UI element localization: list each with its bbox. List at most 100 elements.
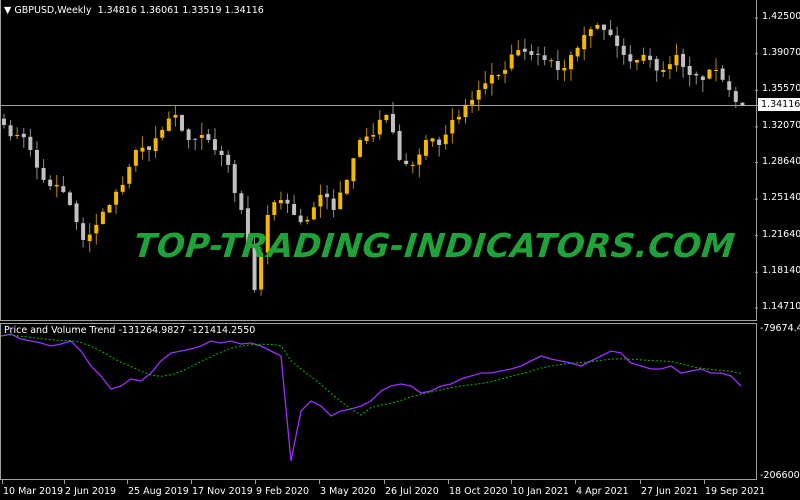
candle-down	[212, 139, 217, 151]
candle-up	[278, 199, 283, 204]
price-tick-label: 1.25140	[762, 192, 800, 204]
candle-up	[15, 134, 20, 137]
date-tick	[640, 480, 641, 484]
candle-up	[87, 234, 92, 242]
candle-down	[2, 118, 6, 125]
candle-up	[107, 205, 112, 213]
candle-down	[727, 81, 732, 91]
candle-up	[661, 69, 666, 72]
candle-up	[311, 207, 316, 220]
candle-down	[193, 138, 198, 140]
candle-down	[239, 193, 244, 210]
candle-up	[575, 47, 580, 57]
candle-up	[423, 139, 428, 156]
candle-up	[54, 184, 59, 187]
signal-line	[1, 334, 742, 416]
date-tick-label: 2 Jun 2019	[65, 486, 117, 497]
candle-up	[160, 129, 165, 138]
candle-down	[700, 76, 705, 80]
date-tick-label: 18 Oct 2020	[449, 486, 508, 497]
candle-down	[628, 54, 633, 62]
candle-down	[74, 203, 79, 223]
date-tick	[384, 480, 385, 484]
candle-up	[100, 211, 105, 225]
candle-up	[489, 74, 494, 84]
collapse-triangle-icon[interactable]: ▼	[4, 5, 12, 16]
candle-down	[180, 114, 185, 131]
candle-down	[81, 223, 86, 240]
price-tick-label: 1.42500	[762, 11, 800, 22]
candle-down	[397, 130, 402, 160]
candle-down	[48, 179, 53, 187]
watermark-logo: TOP-TRADING-INDICATORS.COM	[131, 226, 738, 265]
symbol-label: GBPUSD,Weekly	[14, 5, 92, 16]
date-tick	[448, 480, 449, 484]
candle-up	[318, 194, 323, 207]
pvt-line	[1, 333, 742, 462]
candle-up	[305, 219, 310, 222]
date-tick-label: 25 Aug 2019	[128, 486, 189, 497]
price-tick-label: 1.14710	[762, 301, 800, 312]
candle-down	[542, 55, 547, 60]
candle-up	[503, 69, 508, 74]
date-tick-label: 9 Feb 2020	[256, 486, 310, 497]
candle-down	[390, 113, 395, 133]
candle-up	[582, 35, 587, 50]
candle-down	[232, 164, 237, 194]
candle-down	[147, 146, 152, 151]
candle-down	[536, 53, 541, 55]
candle-up	[707, 69, 712, 79]
candle-up	[456, 116, 461, 120]
price-tick-label: 1.18140	[762, 265, 800, 277]
candle-down	[331, 198, 336, 210]
candle-up	[463, 104, 468, 118]
indicator-tick-label: -206600.18	[760, 470, 800, 481]
indicator-name: Price and Volume Trend	[4, 325, 116, 336]
candle-up	[641, 54, 646, 61]
date-tick-label: 3 May 2020	[320, 486, 376, 497]
price-chart-pane[interactable]	[0, 0, 758, 321]
candle-down	[621, 45, 626, 55]
candle-up	[358, 139, 363, 157]
price-chart	[1, 17, 758, 309]
candle-up	[377, 119, 382, 135]
candle-down	[555, 61, 560, 70]
candle-up	[417, 154, 422, 165]
candle-down	[687, 66, 692, 75]
indicator-pane[interactable]	[0, 323, 757, 480]
candle-up	[133, 150, 138, 166]
indicator-title: Price and Volume Trend -131264.9827 -121…	[4, 325, 255, 336]
candle-down	[61, 186, 66, 193]
candle-down	[404, 160, 409, 165]
candle-down	[292, 204, 297, 215]
candle-down	[206, 134, 211, 140]
candle-up	[714, 69, 719, 71]
price-tick-label: 1.21640	[762, 228, 800, 240]
candle-up	[173, 114, 178, 118]
candle-down	[608, 29, 613, 36]
candle-up	[674, 54, 679, 66]
candle-down	[529, 51, 534, 55]
candle-up	[338, 192, 343, 210]
candle-up	[384, 114, 389, 121]
indicator-tick-label: -79674.466	[760, 323, 800, 334]
candle-down	[67, 192, 72, 206]
candle-down	[720, 68, 725, 80]
candle-up	[443, 134, 448, 145]
price-tick-label: 1.32070	[762, 119, 800, 131]
candle-down	[219, 150, 224, 155]
chart-title: ▼ GBPUSD,Weekly 1.34816 1.36061 1.33519 …	[4, 5, 264, 16]
candle-up	[371, 134, 376, 137]
candle-down	[21, 133, 26, 138]
candle-down	[681, 53, 686, 67]
candle-down	[654, 58, 659, 71]
candle-down	[245, 208, 250, 248]
candle-up	[259, 252, 264, 290]
candle-up	[344, 179, 349, 194]
price-tick-label: 1.39070	[762, 46, 800, 58]
candle-up	[265, 214, 270, 253]
candle-up	[595, 24, 600, 29]
candle-up	[568, 54, 573, 70]
candle-down	[733, 91, 738, 102]
candle-down	[8, 125, 13, 137]
